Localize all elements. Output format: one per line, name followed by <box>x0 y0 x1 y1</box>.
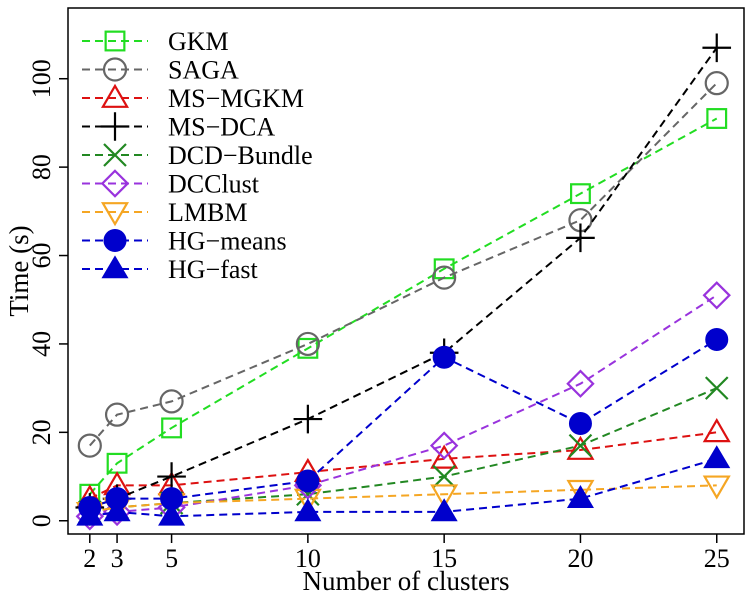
y-tick-label: 100 <box>27 59 56 98</box>
data-point <box>702 418 731 443</box>
legend-label: SAGA <box>168 56 239 85</box>
data-point <box>704 376 729 400</box>
data-point <box>432 265 457 290</box>
x-axis-title: Number of clusters <box>303 566 510 596</box>
legend-item: DCD−Bundle <box>82 141 313 170</box>
legend-marker <box>104 30 126 52</box>
legend-item: MS−DCA <box>82 112 275 142</box>
data-point <box>702 33 732 63</box>
data-point <box>566 369 595 398</box>
data-point <box>294 498 322 522</box>
series-1 <box>77 71 729 458</box>
legend-item: HG−means <box>82 227 287 256</box>
legend-marker <box>102 57 128 82</box>
data-point <box>704 71 729 96</box>
y-tick-label: 20 <box>27 419 56 445</box>
data-point <box>159 389 184 414</box>
legend: GKMSAGAMS−MGKMMS−DCADCD−BundleDCClustLMB… <box>82 27 313 284</box>
data-point <box>161 417 183 439</box>
legend-marker <box>103 229 127 252</box>
plot-frame <box>67 7 745 535</box>
data-point <box>158 502 186 526</box>
legend-label: DCD−Bundle <box>168 141 313 170</box>
data-point <box>296 469 320 493</box>
legend-marker <box>103 143 127 167</box>
data-point <box>566 485 594 508</box>
legend-item: MS−MGKM <box>82 83 304 113</box>
x-tick-label: 2 <box>83 544 96 573</box>
data-point <box>566 479 595 505</box>
data-point <box>706 108 728 129</box>
legend-item: GKM <box>82 27 229 56</box>
legend-label: DCClust <box>168 170 260 199</box>
data-point <box>430 444 459 469</box>
data-point <box>568 411 592 435</box>
data-point <box>429 431 459 460</box>
x-tick-label: 10 <box>295 544 321 573</box>
legend-item: SAGA <box>82 56 239 85</box>
x-tick-label: 15 <box>431 544 457 573</box>
legend-item: DCClust <box>82 169 260 199</box>
legend-label: GKM <box>168 27 229 56</box>
data-point <box>157 462 186 491</box>
x-tick-label: 3 <box>111 544 124 573</box>
legend-label: MS−MGKM <box>168 84 304 113</box>
series-line <box>89 294 718 518</box>
data-point <box>703 445 731 469</box>
data-point <box>102 497 132 527</box>
data-point <box>103 498 131 522</box>
data-point <box>295 331 320 357</box>
data-point <box>702 475 731 500</box>
data-point <box>430 498 458 522</box>
legend-marker <box>100 112 130 141</box>
y-tick-label: 0 <box>27 514 56 527</box>
data-point <box>77 433 102 458</box>
legend-marker <box>100 83 130 108</box>
series-8 <box>76 445 731 526</box>
series-line <box>89 82 718 447</box>
data-point <box>76 502 104 526</box>
series-0 <box>79 108 728 505</box>
data-point <box>104 402 130 427</box>
legend-label: LMBM <box>168 198 247 227</box>
data-point <box>705 328 729 352</box>
data-point <box>293 404 323 434</box>
x-tick-label: 5 <box>165 544 178 573</box>
x-tick-label: 20 <box>567 544 593 573</box>
legend-marker <box>100 202 130 227</box>
x-tick-label: 25 <box>704 544 730 573</box>
series-layer <box>75 33 732 531</box>
data-point <box>432 464 456 489</box>
legend-item: LMBM <box>82 198 247 227</box>
legend-label: MS−DCA <box>168 113 275 142</box>
data-point <box>566 223 595 253</box>
data-point <box>566 435 595 460</box>
data-point <box>432 345 456 369</box>
data-point <box>430 484 459 509</box>
legend-item: HG−fast <box>82 255 259 284</box>
data-point <box>570 183 591 205</box>
series-line <box>89 117 718 495</box>
y-axis-title: Time (s) <box>4 225 34 316</box>
axes-layer: 2 3 5 10 15 20 25 0 20 40 60 80 100 <box>27 59 730 573</box>
legend-label: HG−fast <box>168 255 259 284</box>
legend-marker <box>101 255 129 279</box>
legend-label: HG−means <box>168 227 287 256</box>
y-tick-label: 40 <box>27 331 56 357</box>
y-tick-label: 80 <box>27 154 56 180</box>
data-point <box>702 281 731 310</box>
data-point <box>568 433 593 458</box>
y-tick-label: 60 <box>27 243 56 269</box>
legend-marker <box>100 169 130 198</box>
